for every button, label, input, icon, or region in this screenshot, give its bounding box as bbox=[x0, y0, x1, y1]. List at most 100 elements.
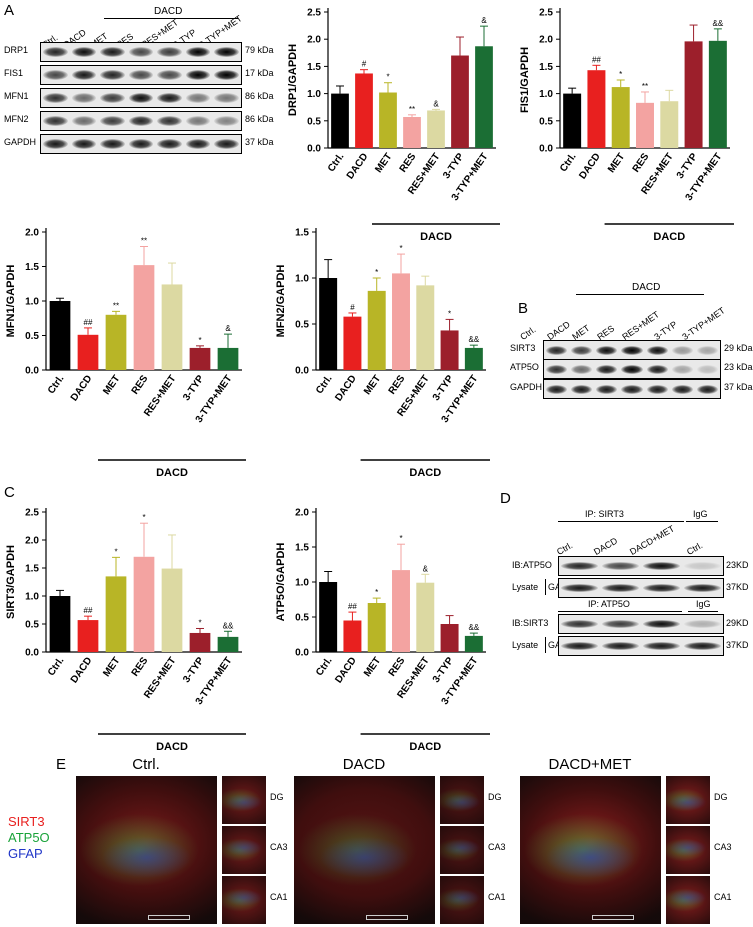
blot-b-kda-0: 29 kDa bbox=[724, 343, 753, 353]
bar bbox=[319, 278, 338, 370]
chart-fis1: 0.0 0.5 1.0 1.5 2.0 2.5 FIS1/GAPDH Ctrl. ## DACD *… bbox=[519, 8, 734, 243]
co-ip-bottom-row-0 bbox=[558, 614, 724, 634]
micrograph-ca3-2 bbox=[666, 826, 710, 874]
significance-mark: ** bbox=[141, 236, 147, 245]
panel-label-b: B bbox=[518, 300, 529, 317]
co-ip-blot-d: IP: SIRT3 IgG Ctrl. DACD DACD+MET Ctrl. … bbox=[500, 495, 753, 690]
y-tick-label: 0.5 bbox=[25, 331, 39, 342]
scale-bar-2 bbox=[592, 915, 634, 920]
bar bbox=[105, 576, 127, 652]
y-tick-label: 0.0 bbox=[295, 648, 309, 659]
bar bbox=[133, 556, 155, 652]
micrograph-title-0: Ctrl. bbox=[132, 756, 160, 773]
significance-mark: && bbox=[469, 623, 480, 632]
bar bbox=[77, 620, 99, 652]
y-tick-label: 1.5 bbox=[307, 62, 321, 73]
bar bbox=[77, 334, 99, 370]
significance-mark: && bbox=[223, 621, 234, 630]
blot-b-row-gapdh bbox=[543, 379, 721, 399]
blot-a-row-mfn1-band-4 bbox=[157, 93, 182, 103]
x-tick-label: RES bbox=[130, 373, 151, 396]
significance-mark: & bbox=[423, 564, 429, 573]
bar bbox=[217, 347, 239, 370]
blot-b-row-gapdh-band-3 bbox=[621, 384, 643, 394]
y-tick-label: 1.5 bbox=[25, 262, 39, 273]
blot-a-kda-3: 86 kDa bbox=[245, 114, 274, 124]
y-tick-label: 0.0 bbox=[539, 144, 553, 155]
y-tick-label: 0.0 bbox=[25, 648, 39, 659]
x-tick-label: 3-TYP bbox=[181, 655, 206, 685]
blot-a-row-label-1: FIS1 bbox=[4, 68, 24, 78]
micrograph-dg-0 bbox=[222, 776, 266, 824]
co-ip-bottom-row-1 bbox=[558, 636, 724, 656]
bar bbox=[319, 582, 338, 652]
significance-mark: * bbox=[198, 336, 201, 345]
micrograph-hippocampus-1 bbox=[294, 776, 435, 924]
blot-b-row-atp5o-band-4 bbox=[646, 364, 668, 374]
micrograph-ca1-0 bbox=[222, 876, 266, 924]
blot-a-row-label-4: GAPDH bbox=[4, 137, 37, 147]
blot-a-kda-1: 17 kDa bbox=[245, 68, 274, 78]
group-label: DACD bbox=[409, 741, 441, 753]
chart-atp5o: 0.0 0.5 1.0 1.5 2.0 ATP5O/GAPDH Ctrl. ## DACD * ME… bbox=[275, 508, 490, 753]
blot-b-row-gapdh-band-6 bbox=[696, 384, 718, 394]
micrograph-title-2: DACD+MET bbox=[548, 756, 632, 773]
x-tick-label: RES bbox=[387, 655, 408, 678]
blot-a-row-mfn2-band-2 bbox=[100, 116, 125, 126]
x-tick-label: 3-TYP bbox=[181, 373, 206, 403]
y-tick-label: 2.5 bbox=[25, 508, 39, 519]
group-label: DACD bbox=[156, 467, 188, 479]
bar bbox=[684, 41, 703, 148]
co-ip-top-row-1-band-2 bbox=[643, 584, 680, 592]
y-tick-label: 1.0 bbox=[295, 274, 309, 285]
x-tick-label: RES bbox=[631, 151, 652, 174]
blot-a-row-gapdh-band-1 bbox=[71, 139, 97, 149]
x-tick-label: MET bbox=[362, 655, 383, 679]
bar bbox=[355, 73, 373, 148]
blot-b-row-label-2: GAPDH bbox=[510, 382, 543, 392]
blot-a-row-label-2: MFN1 bbox=[4, 91, 29, 101]
co-ip-top-row-0-band-3 bbox=[684, 562, 721, 570]
bottom-bar-1 bbox=[545, 637, 546, 653]
blot-a-row-drp1-band-4 bbox=[157, 47, 182, 57]
y-tick-label: 1.0 bbox=[307, 89, 321, 100]
significance-mark: * bbox=[375, 588, 378, 597]
bar bbox=[133, 265, 155, 370]
x-tick-label: Ctrl. bbox=[326, 151, 347, 174]
bottom-left-1: Lysate bbox=[512, 640, 539, 650]
y-tick-label: 2.5 bbox=[539, 8, 553, 19]
bar bbox=[189, 347, 211, 370]
blot-a-row-fis1-band-2 bbox=[100, 70, 125, 80]
blot-b-row-sirt3-band-3 bbox=[621, 345, 643, 355]
group-label: DACD bbox=[409, 467, 441, 479]
blot-b-row-sirt3-band-4 bbox=[646, 345, 668, 355]
ip-atp5o-line bbox=[558, 611, 682, 612]
significance-mark: * bbox=[399, 534, 402, 543]
region-label-ca1-0: CA1 bbox=[270, 892, 288, 902]
bar bbox=[343, 316, 362, 370]
legend-gfap: GFAP bbox=[8, 846, 43, 861]
co-ip-bottom-row-1-band-0 bbox=[561, 642, 598, 650]
co-ip-top-row-1 bbox=[558, 578, 724, 598]
significance-mark: ## bbox=[84, 318, 93, 327]
y-tick-label: 0.0 bbox=[25, 366, 39, 377]
x-tick-label: DACD bbox=[333, 373, 359, 403]
bar bbox=[217, 636, 239, 652]
blot-a-row-drp1-band-0 bbox=[43, 47, 68, 57]
y-tick-label: 0.0 bbox=[295, 366, 309, 377]
bar bbox=[475, 46, 493, 148]
bar bbox=[379, 92, 397, 148]
co-ip-top-row-1-band-3 bbox=[684, 584, 721, 592]
panel-label-a: A bbox=[4, 2, 15, 19]
blot-b-row-sirt3 bbox=[543, 340, 721, 360]
x-tick-label: MET bbox=[606, 151, 627, 175]
y-tick-label: 2.0 bbox=[25, 228, 39, 239]
bar bbox=[392, 570, 410, 652]
blot-a-row-label-0: DRP1 bbox=[4, 45, 29, 55]
bar bbox=[440, 330, 459, 370]
significance-mark: * bbox=[142, 513, 145, 522]
blot-b-row-atp5o-band-6 bbox=[696, 364, 718, 374]
blot-a-row-mfn1-band-0 bbox=[43, 93, 68, 103]
chart-mfn1: 0.0 0.5 1.0 1.5 2.0 MFN1/GAPDH Ctrl. ## DACD ** ME… bbox=[5, 228, 246, 479]
y-tick-label: 1.0 bbox=[295, 578, 309, 589]
